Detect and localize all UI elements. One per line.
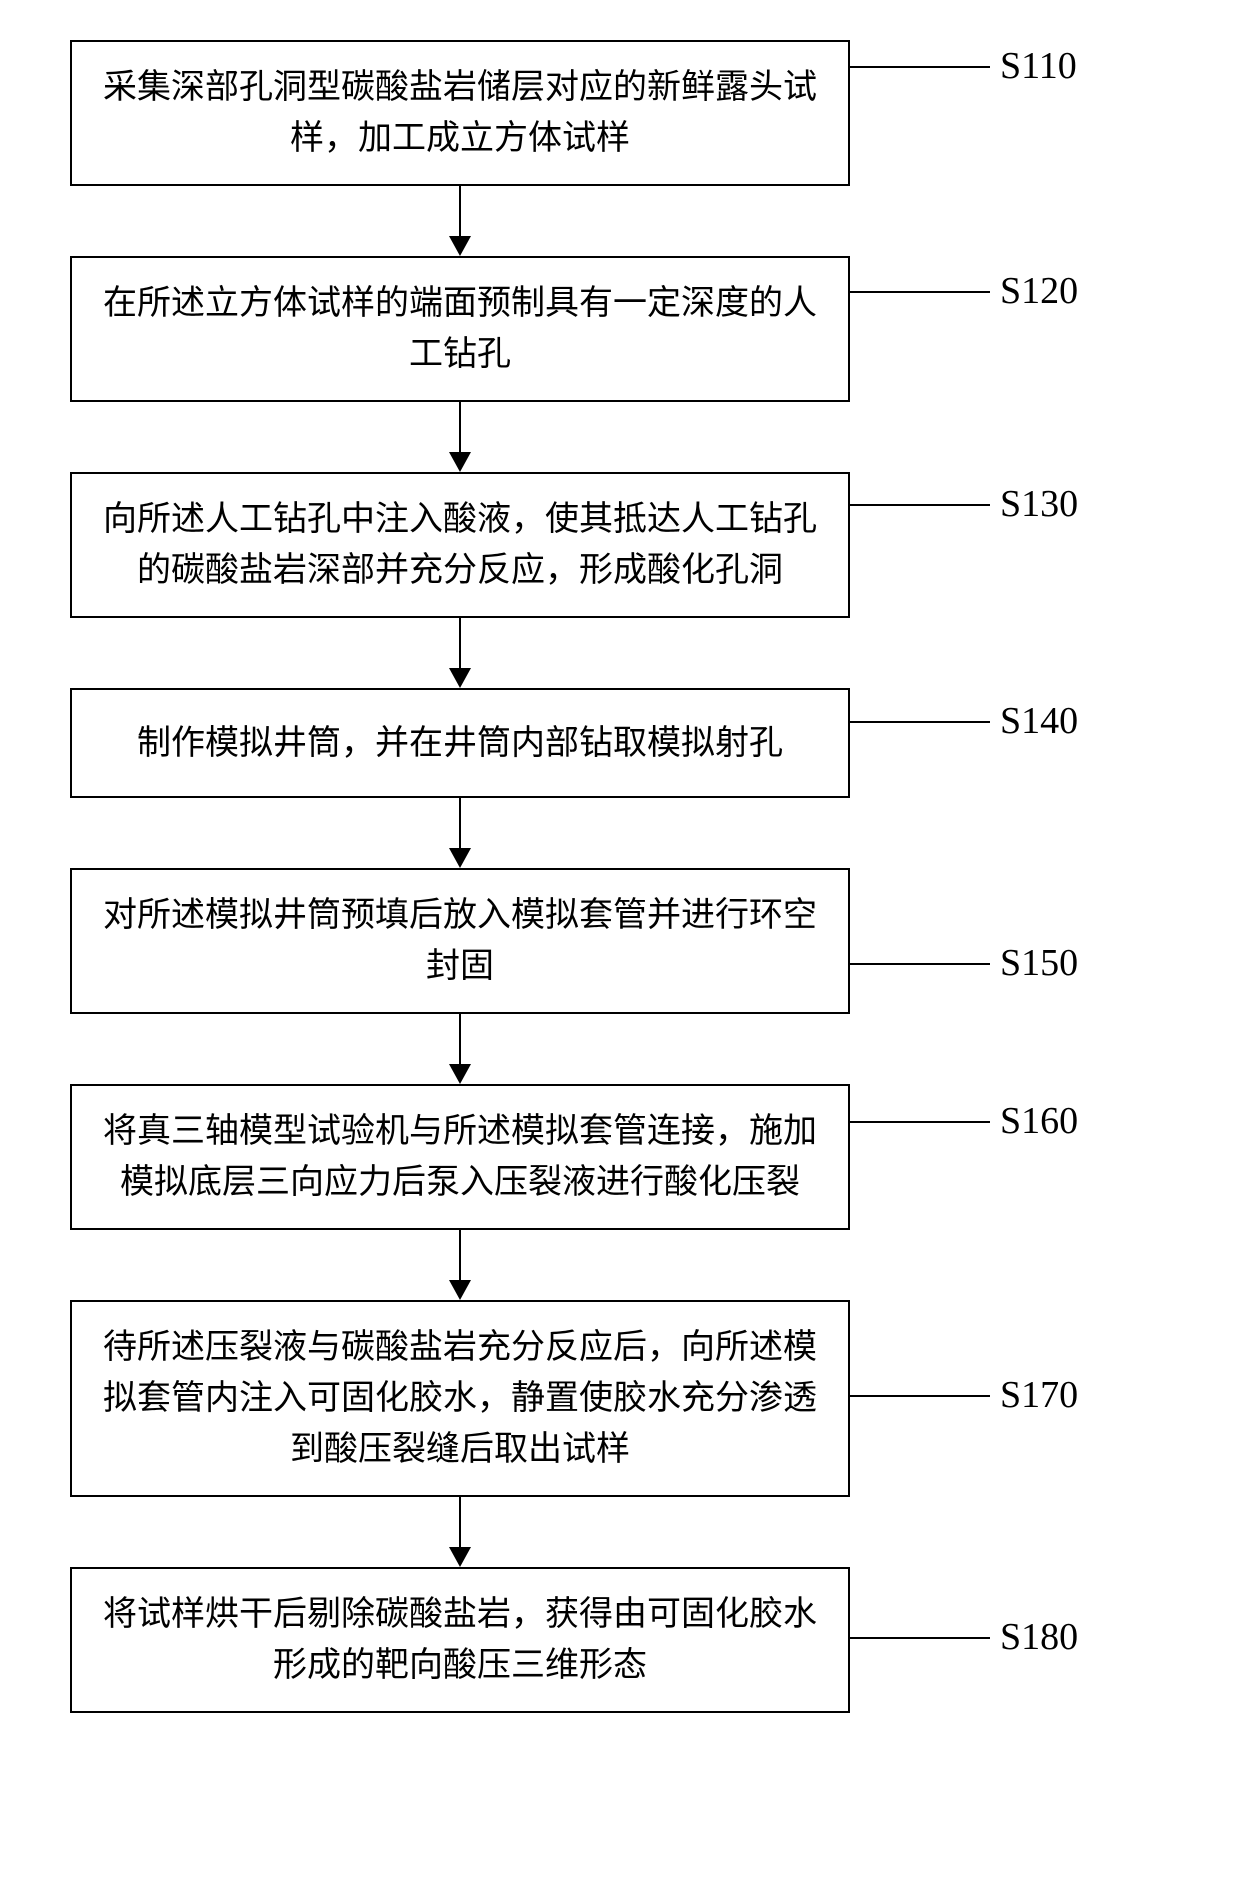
step-row: 在所述立方体试样的端面预制具有一定深度的人工钻孔 S120: [70, 256, 1170, 402]
arrow-icon: [70, 1014, 850, 1084]
step-row: 对所述模拟井筒预填后放入模拟套管并进行环空封固 S150: [70, 868, 1170, 1014]
label-wrap: S170: [850, 1300, 1170, 1497]
connector-line: [850, 963, 990, 965]
step-label-s160: S160: [1000, 1099, 1078, 1143]
step-text: 向所述人工钻孔中注入酸液，使其抵达人工钻孔的碳酸盐岩深部并充分反应，形成酸化孔洞: [100, 494, 820, 596]
arrow-row: [70, 1014, 1170, 1084]
arrow-row: [70, 186, 1170, 256]
arrow-icon: [70, 618, 850, 688]
arrow-icon: [70, 1497, 850, 1567]
step-row: 将试样烘干后剔除碳酸盐岩，获得由可固化胶水形成的靶向酸压三维形态 S180: [70, 1567, 1170, 1713]
step-box-s140: 制作模拟井筒，并在井筒内部钻取模拟射孔: [70, 688, 850, 798]
step-box-s160: 将真三轴模型试验机与所述模拟套管连接，施加模拟底层三向应力后泵入压裂液进行酸化压…: [70, 1084, 850, 1230]
label-wrap: S160: [850, 1084, 1170, 1230]
arrow-icon: [70, 798, 850, 868]
step-text: 制作模拟井筒，并在井筒内部钻取模拟射孔: [137, 718, 783, 769]
connector-line: [850, 291, 990, 293]
connector-line: [850, 66, 990, 68]
step-box-s120: 在所述立方体试样的端面预制具有一定深度的人工钻孔: [70, 256, 850, 402]
step-box-s110: 采集深部孔洞型碳酸盐岩储层对应的新鲜露头试样，加工成立方体试样: [70, 40, 850, 186]
label-wrap: S120: [850, 256, 1170, 402]
step-row: 向所述人工钻孔中注入酸液，使其抵达人工钻孔的碳酸盐岩深部并充分反应，形成酸化孔洞…: [70, 472, 1170, 618]
step-text: 待所述压裂液与碳酸盐岩充分反应后，向所述模拟套管内注入可固化胶水，静置使胶水充分…: [100, 1322, 820, 1475]
step-label-s120: S120: [1000, 269, 1078, 313]
connector-line: [850, 1121, 990, 1123]
step-label-s150: S150: [1000, 941, 1078, 985]
step-text: 采集深部孔洞型碳酸盐岩储层对应的新鲜露头试样，加工成立方体试样: [100, 62, 820, 164]
arrow-row: [70, 1230, 1170, 1300]
step-label-s140: S140: [1000, 699, 1078, 743]
step-row: 采集深部孔洞型碳酸盐岩储层对应的新鲜露头试样，加工成立方体试样 S110: [70, 40, 1170, 186]
arrow-icon: [70, 1230, 850, 1300]
arrow-icon: [70, 402, 850, 472]
arrow-icon: [70, 186, 850, 256]
label-wrap: S180: [850, 1567, 1170, 1713]
connector-line: [850, 1637, 990, 1639]
connector-line: [850, 721, 990, 723]
arrow-row: [70, 618, 1170, 688]
step-box-s150: 对所述模拟井筒预填后放入模拟套管并进行环空封固: [70, 868, 850, 1014]
step-box-s130: 向所述人工钻孔中注入酸液，使其抵达人工钻孔的碳酸盐岩深部并充分反应，形成酸化孔洞: [70, 472, 850, 618]
step-box-s180: 将试样烘干后剔除碳酸盐岩，获得由可固化胶水形成的靶向酸压三维形态: [70, 1567, 850, 1713]
step-text: 将真三轴模型试验机与所述模拟套管连接，施加模拟底层三向应力后泵入压裂液进行酸化压…: [100, 1106, 820, 1208]
label-wrap: S140: [850, 688, 1170, 798]
label-wrap: S150: [850, 868, 1170, 1014]
connector-line: [850, 504, 990, 506]
step-row: 制作模拟井筒，并在井筒内部钻取模拟射孔 S140: [70, 688, 1170, 798]
step-label-s130: S130: [1000, 482, 1078, 526]
step-label-s180: S180: [1000, 1615, 1078, 1659]
flowchart-container: 采集深部孔洞型碳酸盐岩储层对应的新鲜露头试样，加工成立方体试样 S110 在所述…: [70, 40, 1170, 1713]
arrow-row: [70, 1497, 1170, 1567]
connector-line: [850, 1395, 990, 1397]
step-text: 将试样烘干后剔除碳酸盐岩，获得由可固化胶水形成的靶向酸压三维形态: [100, 1589, 820, 1691]
step-label-s170: S170: [1000, 1373, 1078, 1417]
label-wrap: S110: [850, 40, 1170, 186]
arrow-row: [70, 798, 1170, 868]
step-text: 对所述模拟井筒预填后放入模拟套管并进行环空封固: [100, 890, 820, 992]
step-label-s110: S110: [1000, 44, 1077, 88]
step-row: 待所述压裂液与碳酸盐岩充分反应后，向所述模拟套管内注入可固化胶水，静置使胶水充分…: [70, 1300, 1170, 1497]
label-wrap: S130: [850, 472, 1170, 618]
step-text: 在所述立方体试样的端面预制具有一定深度的人工钻孔: [100, 278, 820, 380]
arrow-row: [70, 402, 1170, 472]
step-box-s170: 待所述压裂液与碳酸盐岩充分反应后，向所述模拟套管内注入可固化胶水，静置使胶水充分…: [70, 1300, 850, 1497]
step-row: 将真三轴模型试验机与所述模拟套管连接，施加模拟底层三向应力后泵入压裂液进行酸化压…: [70, 1084, 1170, 1230]
